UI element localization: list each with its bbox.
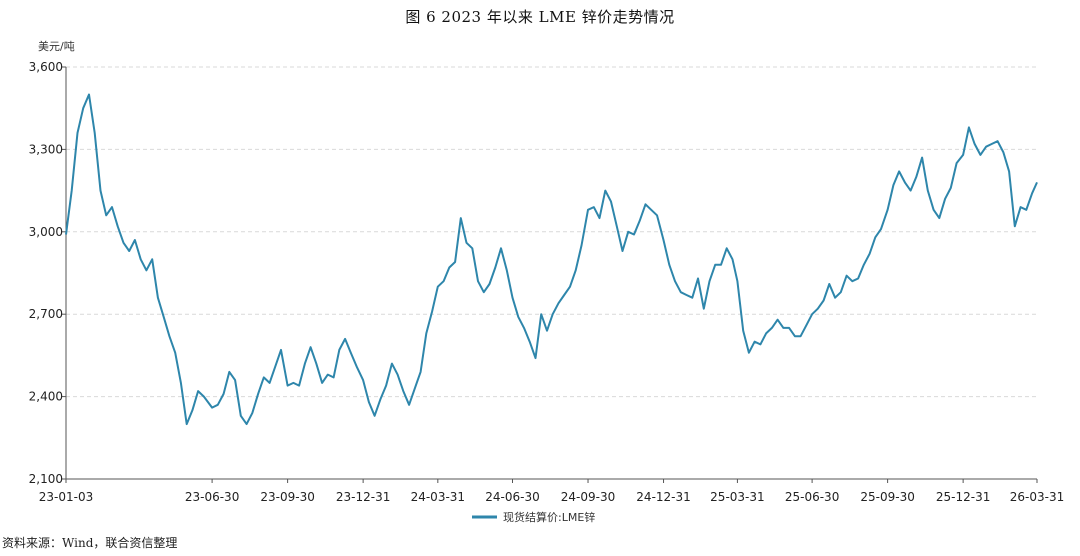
x-tick-label: 24-12-31 — [636, 490, 690, 504]
series-line — [65, 93, 1038, 426]
x-tick-label: 23-12-31 — [336, 490, 390, 504]
x-tick-label: 23-06-30 — [185, 490, 239, 504]
x-tick-label: 24-03-31 — [411, 490, 465, 504]
legend: 现货结算价:LME锌 — [472, 510, 595, 524]
source-note: 资料来源：Wind，联合资信整理 — [2, 536, 178, 550]
x-tick-label: 25-06-30 — [785, 490, 839, 504]
grid-lines — [66, 66, 1037, 398]
x-axis-ticks: 23-01-03 23-06-30 23-09-30 23-12-31 24-03-31… — [39, 479, 1064, 504]
y-axis-ticks: 2,100 2,400 2,700 3,000 3,300 3,600 — [29, 60, 66, 486]
legend-label: 现货结算价:LME锌 — [503, 510, 595, 524]
x-tick-label: 24-09-30 — [561, 490, 615, 504]
x-tick-label: 25-12-31 — [936, 490, 990, 504]
y-tick-label: 3,300 — [29, 142, 63, 156]
x-tick-label: 25-09-30 — [860, 490, 914, 504]
y-tick-label: 3,600 — [29, 60, 63, 74]
x-tick-label: 23-01-03 — [39, 490, 93, 504]
y-tick-label: 2,400 — [29, 390, 63, 404]
x-tick-label: 26-03-31 — [1010, 490, 1064, 504]
x-tick-label: 24-06-30 — [485, 490, 539, 504]
series-group — [65, 93, 1038, 426]
y-tick-label: 2,700 — [29, 307, 63, 321]
x-tick-label: 25-03-31 — [710, 490, 764, 504]
y-axis-label: 美元/吨 — [38, 40, 75, 53]
x-tick-label: 23-09-30 — [260, 490, 314, 504]
figure-title: 图 6 2023 年以来 LME 锌价走势情况 — [405, 8, 675, 26]
y-tick-label: 2,100 — [29, 472, 63, 486]
line-chart: 美元/吨 2,100 2,400 2,700 3,000 3,300 3,600 23-0… — [29, 40, 1065, 524]
y-tick-label: 3,000 — [29, 225, 63, 239]
